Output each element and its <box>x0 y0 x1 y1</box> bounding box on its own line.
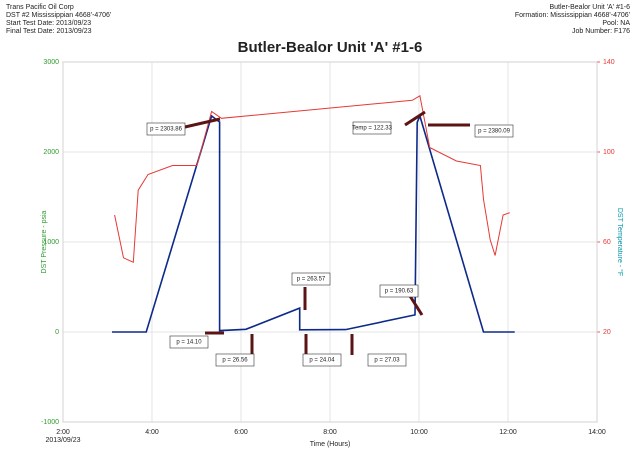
x-tick-label: 2:00 <box>56 429 70 436</box>
x-axis-label: Time (Hours) <box>310 441 351 448</box>
annotation-label: Temp = 122.33 <box>352 126 393 132</box>
x-tick-label: 12:00 <box>499 429 517 436</box>
series-line <box>114 95 510 264</box>
x-date-label: 2013/09/23 <box>45 437 80 444</box>
y2-tick-label: 60 <box>603 239 611 246</box>
annotation-box <box>215 353 255 367</box>
y2-axis-label: DST Temperature - °F <box>616 208 624 276</box>
annotation-arrow <box>184 117 221 129</box>
header-right: Formation: Mississippian 4668'-4706' <box>515 12 630 19</box>
y2-tick-label: 20 <box>603 329 611 336</box>
annotation-box <box>146 122 186 136</box>
x-tick-label: 8:00 <box>323 429 337 436</box>
annotation-box <box>379 284 419 298</box>
header-right: Butler-Bealor Unit 'A' #1-6 <box>550 4 631 11</box>
annotation-box <box>474 124 514 138</box>
annotation-arrow <box>408 295 424 316</box>
annotation-label: p = 263.57 <box>297 277 326 283</box>
annotation-label: p = 27.03 <box>374 358 400 364</box>
y2-tick-label: 100 <box>603 149 615 156</box>
annotation-label: p = 190.63 <box>385 289 414 295</box>
annotation-box <box>302 353 342 367</box>
annotation-label: p = 2380.09 <box>478 129 511 135</box>
header-left: Start Test Date: 2013/09/23 <box>6 20 91 27</box>
y-tick-label: 1000 <box>43 239 59 246</box>
annotation-label: p = 24.04 <box>309 358 335 364</box>
annotation-box <box>352 121 392 135</box>
annotation-label: p = 14.10 <box>176 340 202 346</box>
annotation-label: p = 26.56 <box>222 358 248 364</box>
y-tick-label: 3000 <box>43 59 59 66</box>
chart-title: Butler-Bealor Unit 'A' #1-6 <box>238 39 423 56</box>
annotation-box <box>291 272 331 286</box>
y-axis-label: DST Pressure - psia <box>41 210 48 273</box>
annotation-box <box>367 353 407 367</box>
header-left: Final Test Date: 2013/09/23 <box>6 28 92 35</box>
annotation-box <box>169 335 209 349</box>
x-tick-label: 4:00 <box>145 429 159 436</box>
header-left: Trans Pacific Oil Corp <box>6 4 74 11</box>
x-tick-label: 14:00 <box>588 429 606 436</box>
y-tick-label: 0 <box>55 329 59 336</box>
annotation-arrow <box>404 110 426 127</box>
header-right: Pool: NA <box>602 20 630 27</box>
header-left: DST #2 Mississippian 4668'-4706' <box>6 12 111 19</box>
header-right: Job Number: F176 <box>572 28 630 35</box>
y-tick-label: 2000 <box>43 149 59 156</box>
x-tick-label: 10:00 <box>410 429 428 436</box>
x-tick-label: 6:00 <box>234 429 248 436</box>
y2-tick-label: 140 <box>603 59 615 66</box>
y-tick-label: -1000 <box>41 419 59 426</box>
annotation-label: p = 2303.86 <box>150 127 183 133</box>
